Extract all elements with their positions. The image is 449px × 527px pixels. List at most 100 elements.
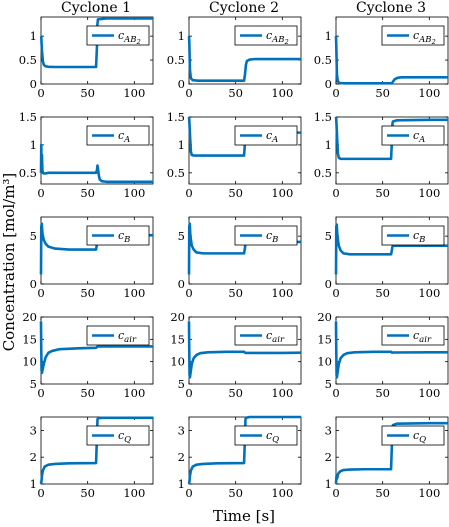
x-tick-label: 50 <box>375 86 390 100</box>
x-tick-label: 50 <box>80 86 95 100</box>
y-tick-label: 3 <box>30 423 37 437</box>
legend-label: cair <box>266 329 285 345</box>
legend-label: cair <box>413 329 432 345</box>
subplot-r3-c1: 0 50 100 5 10 15 20 cair <box>170 310 302 400</box>
y-tick-label: 1.5 <box>314 110 332 124</box>
x-tick-label: 50 <box>228 86 243 100</box>
y-tick-label: 2 <box>178 450 185 464</box>
legend-box <box>234 25 298 46</box>
subplot-r3-c0: 0 50 100 5 10 15 20 cair <box>22 310 154 400</box>
x-tick-label: 50 <box>80 286 95 300</box>
x-tick-label: 50 <box>228 186 243 200</box>
x-tick-label: 100 <box>418 286 440 300</box>
legend-box <box>381 425 445 446</box>
legend: cAB2 <box>86 25 150 46</box>
x-tick-label: 100 <box>418 86 440 100</box>
legend-box <box>234 125 298 146</box>
y-tick-label: 10 <box>22 355 37 369</box>
y-tick-label: 1.5 <box>19 110 37 124</box>
y-tick-label: 0.5 <box>167 53 185 67</box>
legend-label: cB <box>266 229 278 245</box>
x-tick-label: 100 <box>123 86 145 100</box>
legend-label: cAB2 <box>266 29 289 46</box>
legend-label: cA <box>413 129 425 145</box>
y-tick-label: 1 <box>325 477 332 491</box>
x-tick-label: 50 <box>80 486 95 500</box>
subplot-r2-c0: 0 50 100 0 5 cB <box>30 216 154 300</box>
legend: cB <box>86 225 150 246</box>
x-tick-label: 50 <box>375 286 390 300</box>
legend-box <box>86 325 150 346</box>
legend: cair <box>234 325 298 346</box>
legend: cair <box>86 325 150 346</box>
x-tick-label: 100 <box>418 386 440 400</box>
series-line-c-ab2 <box>334 36 448 85</box>
y-axis-label: Concentration [mol/m³] <box>0 173 18 352</box>
subplot-r1-c1: 0 50 100 0.5 1 1.5 cA <box>167 110 302 200</box>
legend-box <box>86 125 150 146</box>
legend-label: cA <box>266 129 278 145</box>
x-tick-label: 50 <box>228 386 243 400</box>
x-tick-label: 50 <box>80 386 95 400</box>
legend-label: cB <box>413 229 425 245</box>
legend: cB <box>381 225 445 246</box>
series-line-c-air <box>39 321 153 375</box>
y-tick-label: 5 <box>30 229 37 243</box>
column-title-cyclone-2: Cyclone 2 <box>209 0 279 16</box>
column-title-cyclone-1: Cyclone 1 <box>61 0 131 16</box>
subplot-r3-c2: 0 50 100 5 10 15 20 cair <box>317 310 449 400</box>
y-tick-label: 1 <box>178 29 185 43</box>
x-tick-label: 50 <box>228 486 243 500</box>
x-tick-label: 100 <box>271 386 293 400</box>
y-tick-label: 5 <box>325 229 332 243</box>
y-tick-label: 0 <box>325 277 332 291</box>
x-tick-label: 0 <box>37 386 44 400</box>
subplot-r0-c0: 0 50 100 0 0.5 1 cAB2 <box>19 16 154 100</box>
y-tick-label: 5 <box>178 377 185 391</box>
series-line-c-q <box>334 421 448 485</box>
subplot-r0-c2: 0 50 100 0 0.5 1 cAB2 <box>314 16 449 100</box>
y-tick-label: 0.5 <box>19 53 37 67</box>
legend: cair <box>381 325 445 346</box>
x-tick-label: 100 <box>418 486 440 500</box>
y-tick-label: 5 <box>30 377 37 391</box>
y-tick-label: 5 <box>325 377 332 391</box>
y-tick-label: 1.5 <box>167 110 185 124</box>
legend-label: cQ <box>118 429 131 445</box>
y-tick-label: 15 <box>22 332 37 346</box>
x-tick-label: 0 <box>37 286 44 300</box>
y-tick-label: 1 <box>178 138 185 152</box>
x-tick-label: 100 <box>123 186 145 200</box>
legend-box <box>234 425 298 446</box>
series-line-c-ab2 <box>39 17 153 69</box>
legend: cAB2 <box>381 25 445 46</box>
legend-box <box>381 125 445 146</box>
legend-label: cair <box>118 329 137 345</box>
x-tick-label: 0 <box>332 486 339 500</box>
legend: cB <box>234 225 298 246</box>
x-tick-label: 0 <box>37 486 44 500</box>
y-tick-label: 3 <box>325 423 332 437</box>
x-tick-label: 50 <box>228 286 243 300</box>
x-tick-label: 50 <box>80 186 95 200</box>
series-line-c-a <box>334 116 448 161</box>
y-tick-label: 0 <box>178 77 185 91</box>
legend-box <box>234 325 298 346</box>
x-tick-label: 0 <box>185 286 192 300</box>
y-tick-label: 0 <box>30 277 37 291</box>
legend-box <box>234 225 298 246</box>
legend-box <box>86 225 150 246</box>
x-tick-label: 50 <box>375 386 390 400</box>
legend-label: cQ <box>413 429 426 445</box>
subplot-r2-c1: 0 50 100 0 5 cB <box>178 216 302 300</box>
y-tick-label: 3 <box>178 423 185 437</box>
y-tick-label: 1 <box>178 477 185 491</box>
x-tick-label: 0 <box>37 186 44 200</box>
x-tick-label: 100 <box>123 286 145 300</box>
y-tick-label: 10 <box>317 355 332 369</box>
x-tick-label: 100 <box>271 186 293 200</box>
legend-box <box>86 25 150 46</box>
series-line-c-a <box>39 143 153 184</box>
legend-label: cA <box>118 129 130 145</box>
